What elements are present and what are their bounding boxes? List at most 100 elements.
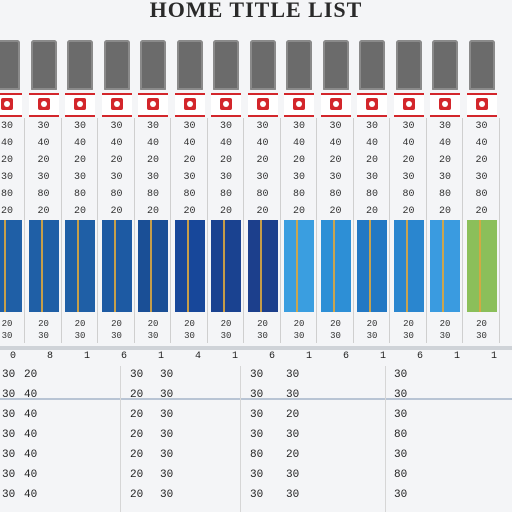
- table-row[interactable]: 30 40 20 30 30 30 80: [0, 466, 512, 486]
- column-cell: 20: [183, 206, 196, 217]
- ruler-tick-label: 1: [454, 351, 461, 362]
- column-cell: 30: [219, 121, 232, 132]
- column-12[interactable]: 30 40 20 30 80 20 20 30: [393, 38, 427, 343]
- column-cell: 20: [219, 155, 232, 166]
- column-11[interactable]: 30 40 20 30 80 20 20 30: [357, 38, 390, 343]
- column-cells: 30 40 20 30 80 20: [469, 118, 495, 220]
- column-cells: 30 40 20 30 80 20: [323, 118, 349, 220]
- column-7[interactable]: 30 40 20 30 80 20 20 30: [211, 38, 244, 343]
- table-row[interactable]: 30 40 20 30 30 20 30: [0, 406, 512, 426]
- column-header-bar: [0, 93, 22, 117]
- table-cell: 30: [130, 369, 144, 381]
- column-cap[interactable]: [286, 40, 312, 90]
- column-cell: 20: [73, 206, 86, 217]
- table-column-divider: [120, 366, 121, 512]
- column-cell: 20: [475, 155, 488, 166]
- table-column-divider: [385, 366, 386, 512]
- column-cell: 40: [402, 138, 415, 149]
- column-cell: 30: [475, 121, 488, 132]
- column-level-bar: [430, 220, 460, 312]
- record-icon: [475, 98, 488, 110]
- record-icon: [439, 98, 451, 110]
- column-cells: 30 40 20 30 80 20: [432, 118, 458, 220]
- table-cell: 30: [2, 469, 16, 481]
- column-separator: [170, 118, 171, 343]
- column-cell: 30: [0, 121, 13, 132]
- column-2[interactable]: 30 40 20 30 80 20 20 30: [28, 38, 62, 343]
- column-cell: 20: [146, 206, 159, 217]
- bar-stripe: [442, 220, 444, 312]
- column-cap[interactable]: [140, 40, 166, 90]
- column-cap[interactable]: [213, 40, 239, 90]
- table-row[interactable]: 30 40 20 30 30 30 30: [0, 386, 512, 406]
- column-cap[interactable]: [322, 40, 349, 90]
- table-cell: 20: [130, 469, 144, 481]
- table-cell: 30: [250, 469, 264, 481]
- column-footer-cell: 20: [330, 319, 341, 329]
- column-3[interactable]: 30 40 20 30 80 20 20 30: [65, 38, 98, 343]
- column-cap[interactable]: [30, 40, 57, 90]
- table-cell: 30: [250, 489, 264, 501]
- column-cap[interactable]: [103, 40, 130, 90]
- table-cell: 20: [130, 449, 144, 461]
- table-cell: 20: [130, 409, 144, 421]
- table-cell: 30: [2, 369, 16, 381]
- ruler-tick-label: 1: [491, 351, 498, 362]
- bar-stripe: [369, 220, 371, 312]
- column-9[interactable]: 30 40 20 30 80 20 20 30: [284, 38, 317, 343]
- column-cell: 30: [110, 172, 123, 183]
- column-cap[interactable]: [432, 40, 458, 90]
- bar-stripe: [77, 220, 79, 312]
- table-cell: 40: [24, 389, 38, 401]
- table-row[interactable]: 30 40 20 30 30 30 30: [0, 486, 512, 506]
- bar-stripe: [4, 220, 6, 312]
- column-4[interactable]: 30 40 20 30 80 20 20 30: [101, 38, 135, 343]
- column-cell: 30: [183, 172, 196, 183]
- column-14[interactable]: 30 40 20 30 80 20 20 30: [466, 38, 500, 343]
- column-cap[interactable]: [67, 40, 93, 90]
- column-cell: 80: [438, 189, 451, 200]
- column-separator: [352, 118, 354, 343]
- bar-stripe: [405, 220, 408, 312]
- column-cap[interactable]: [176, 40, 203, 90]
- column-footer: 20 30: [432, 318, 458, 342]
- column-footer-cell: 20: [38, 319, 49, 329]
- column-cap[interactable]: [359, 40, 385, 90]
- column-footer: 20 30: [140, 318, 166, 342]
- column-8[interactable]: 30 40 20 30 80 20 20 30: [247, 38, 281, 343]
- column-cell: 30: [37, 172, 50, 183]
- table-cell: 30: [286, 469, 300, 481]
- column-header-bar: [320, 93, 351, 117]
- table-row[interactable]: 30 40 20 30 80 20 30: [0, 446, 512, 466]
- column-cell: 80: [402, 189, 415, 200]
- column-footer-cell: 30: [1, 331, 13, 341]
- ruler-tick-label: 0: [10, 351, 17, 362]
- column-cell: 30: [110, 121, 123, 132]
- column-cap[interactable]: [395, 40, 422, 90]
- column-cell: 20: [438, 155, 451, 166]
- column-cell: 30: [146, 172, 159, 183]
- column-footer-cell: 30: [257, 331, 268, 341]
- table-cell: 30: [394, 369, 408, 381]
- column-footer-cell: 20: [184, 319, 195, 329]
- column-header-bar: [174, 93, 205, 117]
- bar-stripe: [259, 220, 262, 312]
- column-cell: 40: [37, 138, 50, 149]
- column-1[interactable]: 30 40 20 30 80 20 20 30: [0, 38, 25, 343]
- column-cell: 80: [219, 189, 232, 200]
- column-level-bar: [357, 220, 387, 312]
- column-footer-cell: 20: [111, 319, 122, 329]
- column-cells: 30 40 20 30 80 20: [213, 118, 239, 220]
- column-cell: 40: [329, 138, 342, 149]
- column-13[interactable]: 30 40 20 30 80 20 20 30: [430, 38, 463, 343]
- column-cap[interactable]: [249, 40, 276, 90]
- column-separator: [206, 118, 208, 343]
- column-10[interactable]: 30 40 20 30 80 20 20 30: [320, 38, 354, 343]
- column-5[interactable]: 30 40 20 30 80 20 20 30: [138, 38, 171, 343]
- table-row[interactable]: 30 40 20 30 30 30 80: [0, 426, 512, 446]
- table-cell: 30: [160, 409, 174, 421]
- column-6[interactable]: 30 40 20 30 80 20 20 30: [174, 38, 208, 343]
- column-cap[interactable]: [468, 40, 495, 90]
- column-cap[interactable]: [0, 40, 20, 90]
- table-row[interactable]: 30 20 30 30 30 30 30: [0, 366, 512, 386]
